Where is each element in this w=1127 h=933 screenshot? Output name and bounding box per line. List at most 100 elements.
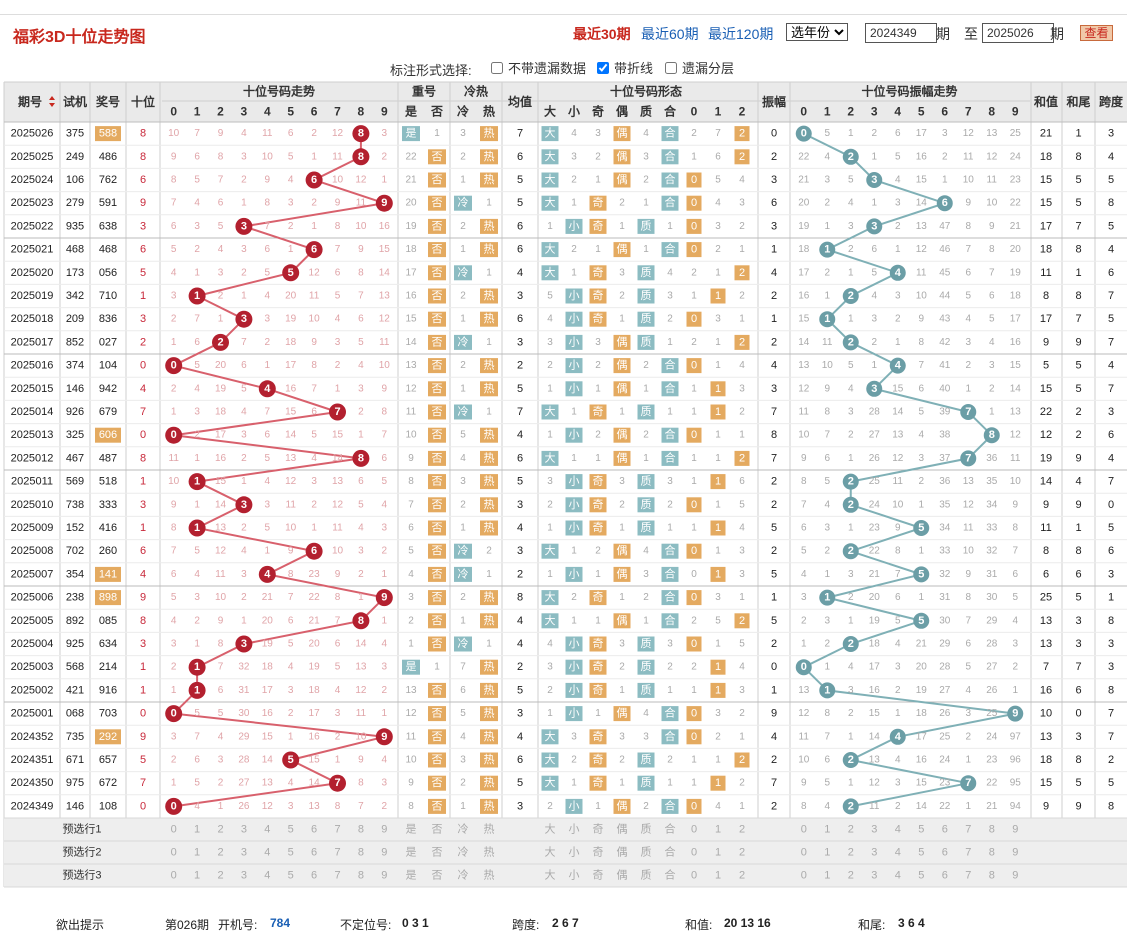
preselect-amp-digit[interactable]: 6: [942, 847, 948, 859]
preselect-amp-digit[interactable]: 1: [824, 847, 830, 859]
preselect-trend-digit[interactable]: 6: [311, 824, 317, 836]
preselect-amp-digit[interactable]: 7: [965, 824, 971, 836]
preselect-repeat[interactable]: 否: [432, 870, 443, 882]
preselect-amp-digit[interactable]: 0: [801, 824, 807, 836]
range-from-input[interactable]: [865, 23, 937, 43]
preselect-trend-digit[interactable]: 9: [381, 824, 387, 836]
preselect-amp-digit[interactable]: 0: [801, 847, 807, 859]
preselect-amp-digit[interactable]: 4: [895, 870, 901, 882]
preselect-trend-digit[interactable]: 2: [217, 870, 223, 882]
preselect-trend-digit[interactable]: 4: [264, 847, 270, 859]
option-miss-layer[interactable]: 遗漏分层: [665, 58, 734, 77]
preselect-amp-digit[interactable]: 9: [1012, 824, 1018, 836]
preselect-form[interactable]: 偶: [617, 869, 628, 882]
sort-up-icon[interactable]: [49, 96, 55, 100]
preselect-form[interactable]: 偶: [617, 846, 628, 859]
preselect-repeat[interactable]: 否: [432, 824, 443, 836]
preselect-coldhot[interactable]: 冷: [458, 869, 469, 882]
preselect-amp-digit[interactable]: 4: [895, 847, 901, 859]
preselect-amp-digit[interactable]: 5: [918, 824, 924, 836]
preselect-trend-digit[interactable]: 3: [241, 824, 247, 836]
preselect-trend-digit[interactable]: 6: [311, 870, 317, 882]
preselect-trend-digit[interactable]: 8: [358, 824, 364, 836]
preselect-coldhot[interactable]: 热: [484, 846, 495, 859]
preselect-trend-digit[interactable]: 5: [288, 824, 294, 836]
period-link-120[interactable]: 最近120期: [708, 26, 774, 42]
preselect-form[interactable]: 质: [641, 846, 652, 859]
preselect-amp-digit[interactable]: 2: [848, 824, 854, 836]
preselect-form[interactable]: 奇: [593, 823, 604, 836]
preselect-coldhot[interactable]: 热: [484, 869, 495, 882]
preselect-amp-digit[interactable]: 3: [871, 847, 877, 859]
preselect-form[interactable]: 2: [739, 847, 745, 859]
preselect-trend-digit[interactable]: 7: [334, 824, 340, 836]
preselect-amp-digit[interactable]: 0: [801, 870, 807, 882]
preselect-amp-digit[interactable]: 1: [824, 870, 830, 882]
preselect-form[interactable]: 1: [715, 847, 721, 859]
preselect-form[interactable]: 大: [545, 868, 556, 882]
preselect-form[interactable]: 小: [569, 823, 580, 836]
preselect-form[interactable]: 2: [739, 824, 745, 836]
preselect-form[interactable]: 质: [641, 869, 652, 882]
preselect-form[interactable]: 合: [665, 868, 676, 882]
option-with-line[interactable]: 带折线: [597, 58, 653, 77]
preselect-trend-digit[interactable]: 4: [264, 824, 270, 836]
preselect-amp-digit[interactable]: 6: [942, 824, 948, 836]
preselect-trend-digit[interactable]: 1: [194, 847, 200, 859]
preselect-form[interactable]: 小: [569, 846, 580, 859]
preselect-form[interactable]: 合: [665, 822, 676, 836]
header-issue[interactable]: 期号: [18, 94, 42, 109]
option-no-miss-checkbox[interactable]: [491, 61, 503, 74]
option-miss-layer-checkbox[interactable]: [665, 61, 677, 74]
preselect-amp-digit[interactable]: 9: [1012, 847, 1018, 859]
preselect-form[interactable]: 1: [715, 824, 721, 836]
preselect-trend-digit[interactable]: 2: [217, 847, 223, 859]
period-link-60[interactable]: 最近60期: [641, 26, 699, 42]
preselect-coldhot[interactable]: 冷: [458, 846, 469, 859]
preselect-form[interactable]: 小: [569, 869, 580, 882]
preselect-form[interactable]: 2: [739, 870, 745, 882]
preselect-trend-digit[interactable]: 8: [358, 847, 364, 859]
preselect-trend-digit[interactable]: 5: [288, 847, 294, 859]
preselect-form[interactable]: 奇: [593, 846, 604, 859]
preselect-form[interactable]: 大: [545, 845, 556, 859]
preselect-amp-digit[interactable]: 5: [918, 870, 924, 882]
preselect-trend-digit[interactable]: 6: [311, 847, 317, 859]
preselect-amp-digit[interactable]: 2: [848, 847, 854, 859]
preselect-trend-digit[interactable]: 1: [194, 870, 200, 882]
preselect-trend-digit[interactable]: 0: [171, 870, 177, 882]
preselect-amp-digit[interactable]: 8: [989, 847, 995, 859]
option-with-line-checkbox[interactable]: [597, 61, 609, 74]
preselect-form[interactable]: 大: [545, 822, 556, 836]
preselect-amp-digit[interactable]: 6: [942, 870, 948, 882]
preselect-trend-digit[interactable]: 0: [171, 824, 177, 836]
view-button[interactable]: 查看: [1080, 25, 1113, 41]
preselect-repeat[interactable]: 是: [406, 869, 417, 882]
preselect-form[interactable]: 奇: [593, 869, 604, 882]
preselect-amp-digit[interactable]: 7: [965, 870, 971, 882]
preselect-trend-digit[interactable]: 2: [217, 824, 223, 836]
preselect-form[interactable]: 0: [691, 870, 697, 882]
preselect-amp-digit[interactable]: 9: [1012, 870, 1018, 882]
preselect-coldhot[interactable]: 冷: [458, 823, 469, 836]
preselect-trend-digit[interactable]: 3: [241, 847, 247, 859]
preselect-trend-digit[interactable]: 1: [194, 824, 200, 836]
preselect-form[interactable]: 合: [665, 845, 676, 859]
preselect-trend-digit[interactable]: 8: [358, 870, 364, 882]
preselect-form[interactable]: 1: [715, 870, 721, 882]
preselect-repeat[interactable]: 是: [406, 823, 417, 836]
range-to-input[interactable]: [982, 23, 1054, 43]
year-select[interactable]: 选年份: [786, 23, 848, 41]
preselect-amp-digit[interactable]: 3: [871, 870, 877, 882]
preselect-amp-digit[interactable]: 4: [895, 824, 901, 836]
preselect-trend-digit[interactable]: 7: [334, 847, 340, 859]
preselect-amp-digit[interactable]: 7: [965, 847, 971, 859]
preselect-trend-digit[interactable]: 0: [171, 847, 177, 859]
preselect-trend-digit[interactable]: 4: [264, 870, 270, 882]
preselect-coldhot[interactable]: 热: [484, 823, 495, 836]
option-no-miss-data[interactable]: 不带遗漏数据: [491, 58, 586, 77]
preselect-amp-digit[interactable]: 3: [871, 824, 877, 836]
preselect-amp-digit[interactable]: 5: [918, 847, 924, 859]
preselect-trend-digit[interactable]: 3: [241, 870, 247, 882]
preselect-amp-digit[interactable]: 2: [848, 870, 854, 882]
